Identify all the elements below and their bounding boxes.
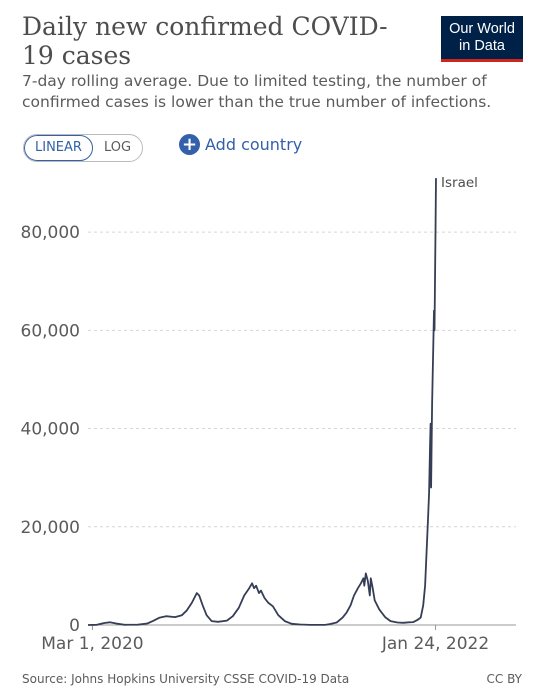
logo-line-1: Our World — [449, 21, 515, 37]
add-country-button[interactable]: + Add country — [179, 134, 302, 155]
chart-subtitle: 7-day rolling average. Due to limited te… — [22, 72, 492, 111]
add-country-label: Add country — [205, 135, 303, 154]
y-tick-label: 40,000 — [21, 420, 80, 440]
linear-scale-button[interactable]: LINEAR — [24, 135, 93, 161]
x-tick-label: Jan 24, 2022 — [381, 634, 489, 654]
y-tick-label: 0 — [69, 616, 80, 636]
x-tick-label: Mar 1, 2020 — [41, 634, 143, 654]
license-link[interactable]: CC BY — [486, 672, 522, 686]
log-scale-button[interactable]: LOG — [103, 140, 132, 155]
plus-icon: + — [179, 134, 200, 155]
series-line — [87, 178, 437, 626]
series-label: Israel — [441, 175, 478, 191]
y-tick-label: 80,000 — [21, 223, 80, 243]
chart-title: Daily new confirmed COVID-19 cases — [22, 12, 388, 70]
owid-logo[interactable]: Our World in Data — [441, 16, 523, 62]
logo-line-2: in Data — [459, 38, 505, 54]
y-tick-label: 20,000 — [21, 518, 80, 538]
source-note[interactable]: Source: Johns Hopkins University CSSE CO… — [22, 672, 350, 686]
scale-toggle: LINEAR LOG — [23, 134, 144, 162]
y-tick-label: 60,000 — [21, 321, 80, 341]
